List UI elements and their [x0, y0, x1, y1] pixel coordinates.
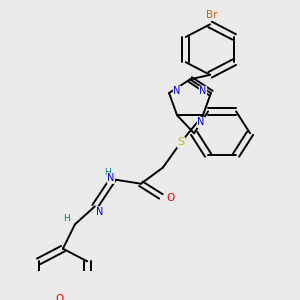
- Text: N: N: [197, 118, 205, 128]
- Text: H: H: [64, 214, 70, 224]
- Text: O: O: [55, 294, 63, 300]
- Text: N: N: [173, 86, 181, 96]
- Text: O: O: [167, 193, 175, 203]
- Text: N: N: [199, 86, 207, 96]
- Text: Br: Br: [206, 10, 218, 20]
- Text: N: N: [107, 173, 115, 183]
- Text: S: S: [177, 137, 184, 147]
- Text: H: H: [105, 167, 111, 176]
- Text: N: N: [96, 207, 103, 217]
